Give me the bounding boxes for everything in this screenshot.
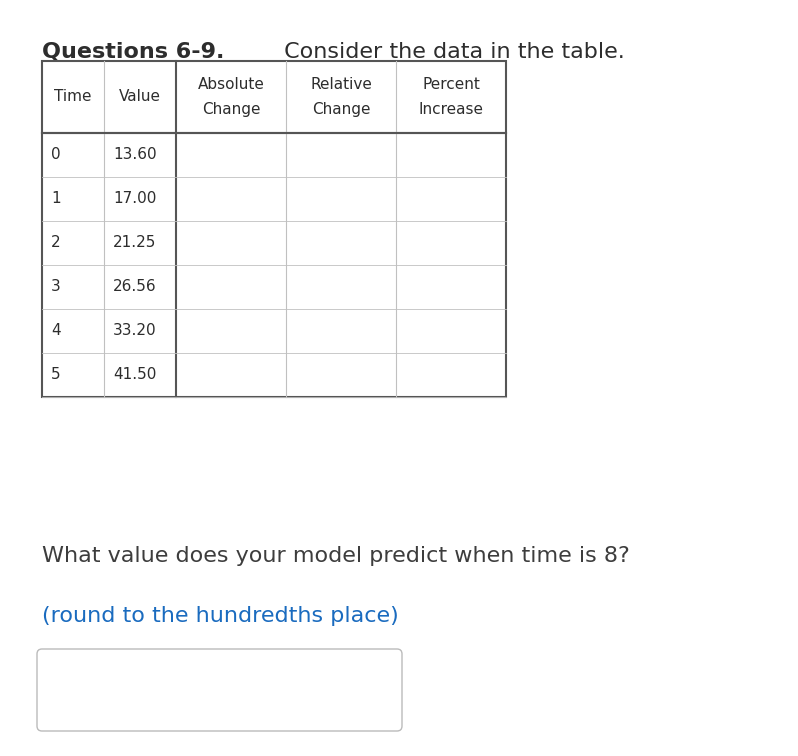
Text: Value: Value (119, 89, 161, 104)
Text: (round to the hundredths place): (round to the hundredths place) (42, 606, 399, 626)
Text: Change: Change (312, 102, 370, 116)
Text: 0: 0 (51, 147, 61, 163)
Text: Change: Change (202, 102, 260, 116)
Text: Increase: Increase (418, 102, 484, 116)
Text: Time: Time (54, 89, 92, 104)
Bar (42, 61, 506, 397)
Text: 21.25: 21.25 (113, 236, 156, 250)
Text: 5: 5 (51, 367, 61, 383)
Text: 4: 4 (51, 324, 61, 339)
Text: 33.20: 33.20 (113, 324, 156, 339)
Text: 17.00: 17.00 (113, 191, 156, 206)
Text: 1: 1 (51, 191, 61, 206)
Text: Consider the data in the table.: Consider the data in the table. (278, 42, 625, 62)
Text: What value does your model predict when time is 8?: What value does your model predict when … (42, 546, 630, 566)
Text: 3: 3 (51, 280, 61, 295)
Text: Relative: Relative (310, 77, 372, 92)
Text: 26.56: 26.56 (113, 280, 156, 295)
Text: Questions 6-9.: Questions 6-9. (42, 42, 224, 62)
FancyBboxPatch shape (37, 649, 402, 731)
Text: Absolute: Absolute (198, 77, 264, 92)
Text: 41.50: 41.50 (113, 367, 156, 383)
Text: Percent: Percent (422, 77, 480, 92)
Text: 2: 2 (51, 236, 61, 250)
Text: 13.60: 13.60 (113, 147, 156, 163)
